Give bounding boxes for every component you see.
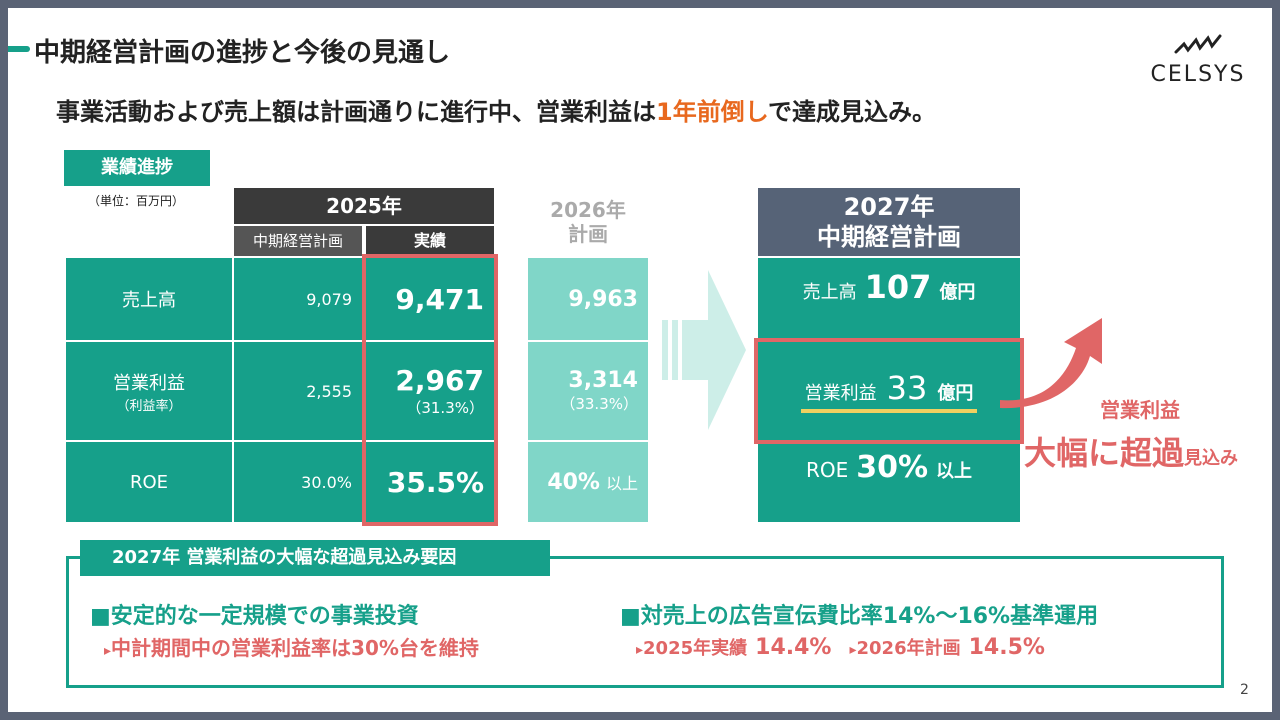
actual-2025-roe: 35.5% bbox=[366, 442, 494, 522]
year-2026-line2: 計画 bbox=[568, 222, 608, 246]
year-2025-header: 2025年 bbox=[234, 188, 494, 224]
col-actual-header: 実績 bbox=[366, 226, 494, 256]
suffix: 以上 bbox=[936, 461, 973, 482]
value-sub: （33.3%） bbox=[560, 395, 638, 413]
right-sub2-value: 14.5% bbox=[968, 635, 1045, 660]
factors-label: 2027年 営業利益の大幅な超過見込み要因 bbox=[80, 540, 550, 576]
op-highlight-frame bbox=[754, 338, 1024, 444]
plan-2027-roe: ROE 30% 以上 bbox=[758, 442, 1020, 522]
title-accent-bar bbox=[8, 46, 30, 52]
plan-2026-roe: 40% 以上 bbox=[528, 442, 648, 522]
plan-2027-header-line1: 2027年 bbox=[843, 193, 935, 221]
row-label-sales: 売上高 bbox=[66, 258, 232, 340]
plan-2025-roe: 30.0% bbox=[234, 442, 362, 522]
factors-box bbox=[66, 556, 1224, 688]
page-title: 中期経営計画の進捗と今後の見通し bbox=[34, 38, 451, 68]
actual-highlight-frame bbox=[362, 254, 498, 526]
logo-text: CELSYS bbox=[1150, 62, 1246, 87]
value: 9,471 bbox=[395, 282, 484, 316]
value: 33 bbox=[886, 369, 928, 407]
label: 売上高 bbox=[802, 282, 857, 303]
actual-2025-op: 2,967 （31.3%） bbox=[366, 342, 494, 440]
plan-2025-sales: 9,079 bbox=[234, 258, 362, 340]
row-label-text: 営業利益 bbox=[113, 372, 185, 394]
actual-2025-sales: 9,471 bbox=[366, 258, 494, 340]
row-label-text: ROE bbox=[129, 471, 169, 493]
factor-left-sub: ▸中計期間中の営業利益率は30%台を維持 bbox=[104, 632, 479, 661]
plan-2027-header: 2027年 中期経営計画 bbox=[758, 188, 1020, 256]
year-2026-header: 2026年 計画 bbox=[528, 198, 648, 246]
bullet-arrow-icon: ▸ bbox=[104, 643, 112, 659]
row-label-roe: ROE bbox=[66, 442, 232, 522]
value: 30.0% bbox=[301, 472, 352, 492]
factor-right-sub: ▸ 2025年実績 14.4% ▸ 2026年計画 14.5% bbox=[636, 634, 1045, 660]
factor-right-head: ■対売上の広告宣伝費比率14%～16%基準運用 bbox=[620, 604, 1099, 629]
value: 35.5% bbox=[386, 465, 484, 499]
value: 30% bbox=[856, 450, 929, 485]
factor-left-head: ■安定的な一定規模での事業投資 bbox=[90, 604, 419, 629]
unit: 億円 bbox=[939, 282, 976, 303]
subtitle-after: で達成見込み。 bbox=[767, 98, 936, 126]
value: 107 bbox=[864, 268, 932, 306]
callout-small: 見込み bbox=[1184, 448, 1239, 469]
plan-2026-sales: 9,963 bbox=[528, 258, 648, 340]
value: 2,967 bbox=[395, 364, 484, 397]
performance-label: 業績進捗 bbox=[64, 150, 210, 186]
unit-label: （単位：百万円） bbox=[88, 194, 185, 208]
year-2026-line1: 2026年 bbox=[550, 198, 626, 222]
plan-2026-op: 3,314 （33.3%） bbox=[528, 342, 648, 440]
value: 9,963 bbox=[568, 286, 638, 312]
col-plan-header: 中期経営計画 bbox=[234, 226, 362, 256]
unit: 億円 bbox=[937, 383, 974, 404]
value-suffix: 以上 bbox=[605, 474, 638, 493]
plan-2027-sales: 売上高 107 億円 bbox=[758, 258, 1020, 340]
slide: 中期経営計画の進捗と今後の見通し CELSYS 事業活動および売上額は計画通りに… bbox=[8, 8, 1272, 712]
op-underline: 営業利益 33 億円 bbox=[800, 369, 978, 413]
exceed-arrow-icon bbox=[1000, 318, 1102, 409]
row-label-text: 売上高 bbox=[122, 290, 176, 311]
right-sub1-label: 2025年実績 bbox=[643, 638, 748, 659]
row-label-op: 営業利益 （利益率） bbox=[66, 342, 232, 440]
value: 3,314 bbox=[568, 368, 638, 393]
callout-line2: 大幅に超過見込み bbox=[1024, 428, 1238, 474]
callout-main: 大幅に超過 bbox=[1024, 434, 1185, 472]
progress-arrow-icon bbox=[662, 270, 746, 430]
plan-2027-header-line2: 中期経営計画 bbox=[817, 223, 961, 251]
subtitle-before: 事業活動および売上額は計画通りに進行中、営業利益は bbox=[56, 98, 656, 126]
page-number: 2 bbox=[1240, 682, 1249, 698]
subtitle: 事業活動および売上額は計画通りに進行中、営業利益は1年前倒しで達成見込み。 bbox=[56, 92, 936, 127]
factor-left-sub-text: 中計期間中の営業利益率は30%台を維持 bbox=[111, 636, 479, 660]
callout-line1: 営業利益 bbox=[1100, 398, 1180, 422]
label: 営業利益 bbox=[804, 383, 877, 404]
right-sub1-value: 14.4% bbox=[755, 635, 832, 660]
plan-2027-op: 営業利益 33 億円 bbox=[758, 342, 1020, 440]
value-sub: （31.3%） bbox=[406, 399, 484, 417]
bullet-arrow-icon: ▸ bbox=[849, 642, 857, 658]
plan-2025-op: 2,555 bbox=[234, 342, 362, 440]
label: ROE bbox=[805, 458, 849, 482]
value: 2,555 bbox=[306, 381, 352, 401]
right-sub2-label: 2026年計画 bbox=[856, 638, 961, 659]
bullet-arrow-icon: ▸ bbox=[636, 642, 644, 658]
subtitle-highlight: 1年前倒し bbox=[656, 98, 768, 126]
row-label-sub: （利益率） bbox=[116, 398, 182, 414]
celsys-logo: CELSYS bbox=[1148, 30, 1248, 90]
value: 40% bbox=[547, 469, 600, 495]
value: 9,079 bbox=[306, 289, 352, 309]
